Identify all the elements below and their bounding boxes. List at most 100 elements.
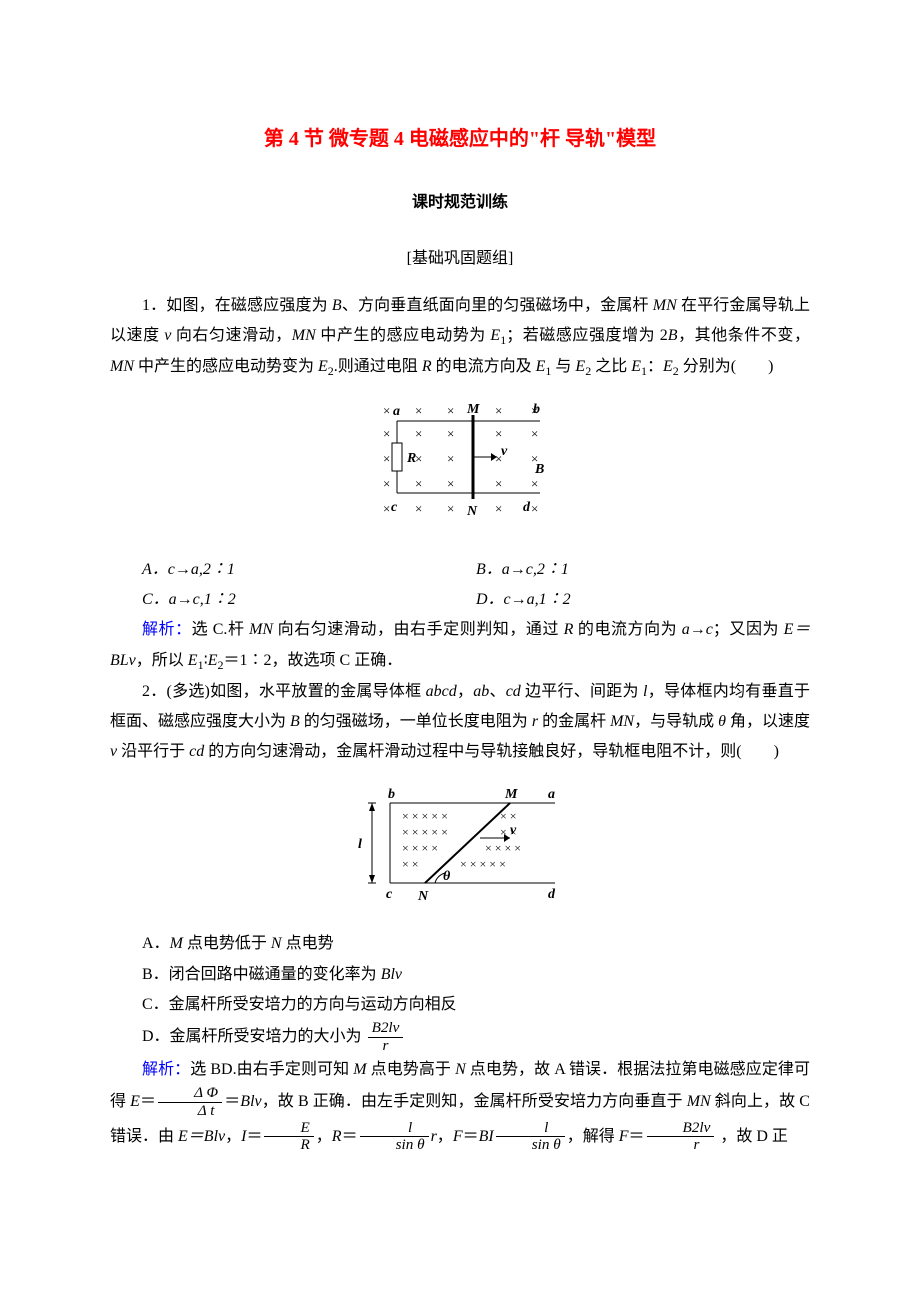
t: 的金属杆 xyxy=(538,713,610,730)
q2-optD: D．金属杆所受安培力的大小为 B2lv r xyxy=(142,1020,810,1054)
num: l xyxy=(496,1120,565,1138)
q2-optC: C．金属杆所受安培力的方向与运动方向相反 xyxy=(142,990,810,1020)
svg-text:×: × xyxy=(447,451,454,466)
t: ，故 D 正 xyxy=(716,1128,788,1145)
fraction: B2lvr xyxy=(647,1120,715,1154)
var: R xyxy=(332,1128,342,1145)
eq: Blv xyxy=(381,966,402,983)
num: E xyxy=(264,1120,313,1138)
q1-figure: ××××× ××××× ××××× ××××× ××××× xyxy=(110,393,810,544)
var: MN xyxy=(687,1093,711,1110)
q1-circuit-svg: ××××× ××××× ××××× ××××× ××××× xyxy=(365,393,555,533)
lbl-a: a xyxy=(393,404,400,419)
var: B xyxy=(290,713,300,730)
fraction: B2lv r xyxy=(368,1020,404,1054)
t: ；又因为 xyxy=(713,621,784,638)
var: F xyxy=(619,1128,629,1145)
t: 1．如图，在磁感应强度为 xyxy=(142,297,332,314)
lbl-b: b xyxy=(388,787,395,802)
svg-text:×: × xyxy=(447,501,454,516)
lbl-v: v xyxy=(510,823,517,838)
t: ，其他条件不变， xyxy=(678,327,810,344)
t: ＝ xyxy=(342,1128,358,1145)
t: 向右匀速滑动，由右手定则判知，通过 xyxy=(273,621,563,638)
den: R xyxy=(264,1137,313,1154)
lbl-v: v xyxy=(501,444,508,459)
var-B: B xyxy=(332,297,342,314)
fraction: Δ ΦΔ t xyxy=(158,1085,222,1119)
t: 与 xyxy=(551,358,575,375)
t: 向右匀速滑动， xyxy=(171,327,291,344)
svg-text:×: × xyxy=(495,426,502,441)
t: ＝ xyxy=(629,1128,645,1145)
den: Δ t xyxy=(158,1103,222,1120)
svg-text:×: × xyxy=(415,426,422,441)
var-E: E xyxy=(575,358,585,375)
svg-text:×: × xyxy=(447,403,454,418)
svg-text:×: × xyxy=(415,476,422,491)
svg-text:× × × ×: × × × × xyxy=(402,841,438,855)
svg-text:× × × × ×: × × × × × xyxy=(460,857,506,871)
svg-text:×: × xyxy=(383,451,390,466)
num: Δ Φ xyxy=(158,1085,222,1103)
var: N xyxy=(455,1061,466,1078)
t: ，所以 xyxy=(136,652,188,669)
q1-optA: A．c→a,2∶1 xyxy=(142,555,476,585)
svg-text:×: × xyxy=(531,426,538,441)
var-E: E xyxy=(208,652,218,669)
var: M xyxy=(170,935,183,952)
lbl-theta: θ xyxy=(443,869,451,884)
t: 中产生的感应电动势为 xyxy=(316,327,491,344)
t: ＝ xyxy=(224,1093,240,1110)
svg-text:× × × × ×: × × × × × xyxy=(402,825,448,839)
lbl-B: B xyxy=(534,462,544,477)
q2-options: A．M 点电势低于 N 点电势 B．闭合回路中磁通量的变化率为 Blv C．金属… xyxy=(142,929,810,1055)
var: M xyxy=(353,1061,366,1078)
t: ＝ xyxy=(246,1128,262,1145)
t: ；若磁感应强度增为 2 xyxy=(506,327,668,344)
t: ＝1∶2，故选项 C 正确． xyxy=(224,652,403,669)
t: 角，以速度 xyxy=(726,713,810,730)
svg-text:×: × xyxy=(383,426,390,441)
var: cd xyxy=(506,683,521,700)
q2-figure: × × × × ×× × × × × × ×× × × × × ×× × × ×… xyxy=(110,778,810,919)
lbl-b: b xyxy=(533,402,540,417)
sol-label: 解析： xyxy=(142,621,192,638)
t: ，故 B 正确．由左手定则知，金属杆所受安培力方向垂直于 xyxy=(262,1093,687,1110)
q1-solution: 解析：选 C.杆 MN 向右匀速滑动，由右手定则判知，通过 R 的电流方向为 a… xyxy=(110,615,810,676)
var: cd xyxy=(189,743,204,760)
t: A． xyxy=(142,935,170,952)
svg-text:×: × xyxy=(495,501,502,516)
t: ＝ xyxy=(463,1128,479,1145)
t: 点电势高于 xyxy=(367,1061,456,1078)
q1-options: A．c→a,2∶1 B．a→c,2∶1 C．a→c,1∶2 D．c→a,1∶2 xyxy=(142,555,810,616)
var: θ xyxy=(718,713,726,730)
t: 点电势低于 xyxy=(183,935,271,952)
num: B2lv xyxy=(647,1120,715,1138)
svg-text:×: × xyxy=(495,476,502,491)
eq: Blv xyxy=(240,1093,261,1110)
t: 边平行、间距为 xyxy=(521,683,643,700)
t: ， xyxy=(437,1128,453,1145)
svg-text:×: × xyxy=(383,501,390,516)
t: 的电流方向及 xyxy=(432,358,536,375)
den: sin θ xyxy=(360,1137,429,1154)
t: ， xyxy=(225,1128,241,1145)
lbl-a: a xyxy=(548,787,555,802)
t: a→c xyxy=(682,621,713,638)
svg-text:×: × xyxy=(383,403,390,418)
var: F xyxy=(453,1128,463,1145)
t: 沿平行于 xyxy=(117,743,189,760)
svg-text:× × × × ×: × × × × × xyxy=(402,809,448,823)
t: ，解得 xyxy=(567,1128,619,1145)
lbl-N: N xyxy=(417,889,429,904)
q2-circuit-svg: × × × × ×× × × × × × ×× × × × × ×× × × ×… xyxy=(350,778,570,908)
t: 分别为( ) xyxy=(679,358,774,375)
t: 的匀强磁场，一单位长度电阻为 xyxy=(300,713,532,730)
var-MN: MN xyxy=(653,297,677,314)
q1-text: 1．如图，在磁感应强度为 B、方向垂直纸面向里的匀强磁场中，金属杆 MN 在平行… xyxy=(110,291,810,383)
t: 选 C.杆 xyxy=(192,621,249,638)
q2-solution: 解析：选 BD.由右手定则可知 M 点电势高于 N 点电势，故 A 错误．根据法… xyxy=(110,1055,810,1154)
svg-text:× ×: × × xyxy=(402,857,419,871)
svg-text:×: × xyxy=(495,403,502,418)
